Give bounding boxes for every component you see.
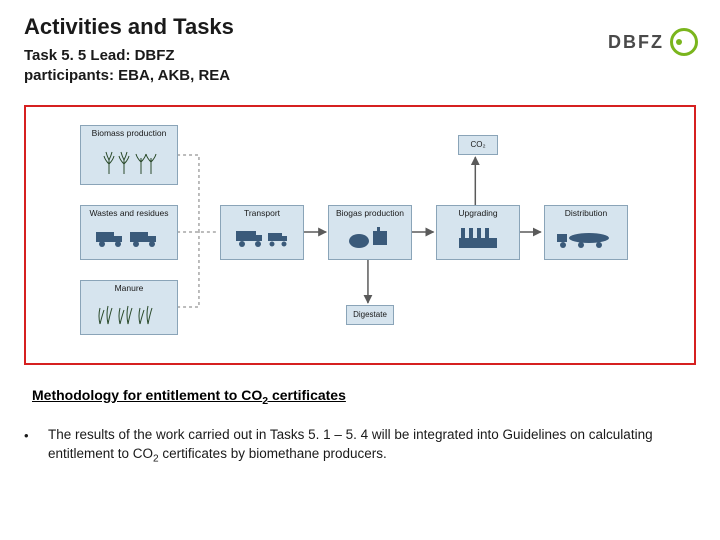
node-biogas: Biogas production bbox=[328, 205, 412, 260]
plant-icon bbox=[331, 220, 409, 257]
node-upgrading: Upgrading bbox=[436, 205, 520, 260]
node-biogas-label: Biogas production bbox=[336, 209, 404, 218]
subtitle-line-1: Task 5. 5 Lead: DBFZ bbox=[24, 47, 175, 64]
process-diagram: Biomass production Wastes and residues bbox=[26, 107, 694, 363]
bullet-text: The results of the work carried out in T… bbox=[48, 426, 696, 467]
slide-title: Activities and Tasks bbox=[24, 14, 696, 40]
grass-icon bbox=[83, 295, 175, 332]
node-co2-label: CO₂ bbox=[470, 140, 485, 149]
node-co2: CO₂ bbox=[458, 135, 498, 155]
node-upgrading-label: Upgrading bbox=[458, 209, 497, 218]
node-digestate: Digestate bbox=[346, 305, 394, 325]
methodology-text-before: Methodology for entitlement to CO bbox=[32, 387, 262, 403]
factory-icon bbox=[439, 220, 517, 257]
transport-icon bbox=[223, 220, 301, 257]
logo-mark-icon bbox=[670, 28, 698, 56]
node-digestate-label: Digestate bbox=[353, 310, 387, 319]
node-wastes: Wastes and residues bbox=[80, 205, 178, 260]
trucks-icon bbox=[83, 220, 175, 257]
slide-subtitle: Task 5. 5 Lead: DBFZ participants: EBA, … bbox=[24, 46, 696, 87]
node-distribution: Distribution bbox=[544, 205, 628, 260]
node-wastes-label: Wastes and residues bbox=[89, 209, 168, 218]
node-manure-label: Manure bbox=[115, 284, 144, 293]
subtitle-line-2: participants: EBA, AKB, REA bbox=[24, 67, 230, 84]
bullet-marker: • bbox=[24, 426, 34, 467]
node-biomass: Biomass production bbox=[80, 125, 178, 185]
methodology-heading: Methodology for entitlement to CO2 certi… bbox=[32, 387, 696, 407]
logo-text: DBFZ bbox=[608, 32, 664, 53]
plants-icon bbox=[83, 140, 175, 182]
methodology-text-after: certificates bbox=[268, 387, 346, 403]
node-manure: Manure bbox=[80, 280, 178, 335]
bullet-text-after: certificates by biomethane producers. bbox=[159, 446, 387, 461]
dbfz-logo: DBFZ bbox=[608, 28, 698, 56]
node-distribution-label: Distribution bbox=[565, 209, 608, 218]
node-transport: Transport bbox=[220, 205, 304, 260]
process-diagram-frame: Biomass production Wastes and residues bbox=[24, 105, 696, 365]
bullet-row: • The results of the work carried out in… bbox=[24, 426, 696, 467]
tanker-icon bbox=[547, 220, 625, 257]
node-biomass-label: Biomass production bbox=[92, 129, 167, 138]
slide-header: Activities and Tasks Task 5. 5 Lead: DBF… bbox=[0, 0, 720, 93]
node-transport-label: Transport bbox=[244, 209, 280, 218]
